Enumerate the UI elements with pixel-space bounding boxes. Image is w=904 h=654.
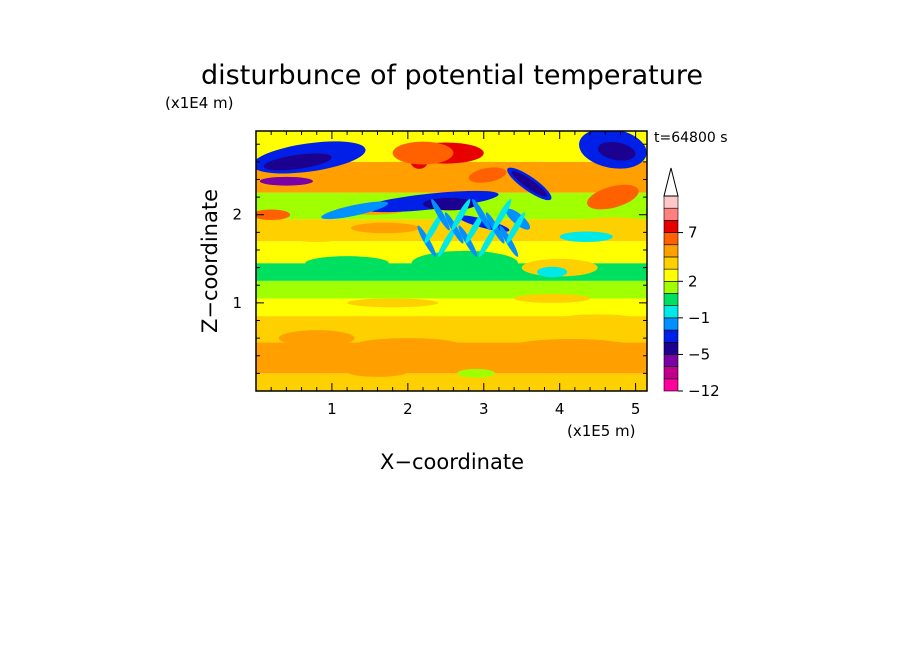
contour-blob <box>263 153 332 171</box>
contour-blob <box>347 366 408 377</box>
colorbar-segment <box>663 281 679 294</box>
colorbar-segment <box>663 256 679 270</box>
colorbar-segment <box>663 244 679 258</box>
contour-blob <box>511 171 547 197</box>
contour-blob <box>574 217 647 230</box>
contour-blob <box>354 338 461 353</box>
y-tick-label: 1 <box>232 294 242 312</box>
contour-blob <box>559 231 613 243</box>
y-axis: 12 <box>232 143 647 374</box>
colorbar-segment <box>663 329 679 343</box>
time-label: t=64800 s <box>654 130 728 146</box>
colorbar-segment <box>663 366 679 380</box>
x-tick-label: 1 <box>327 400 337 418</box>
chart-title: disturbunce of potential temperature <box>201 60 703 91</box>
y-axis-label: Z−coordinate <box>198 189 222 333</box>
x-axis-label: X−coordinate <box>380 450 524 474</box>
contour-blob <box>478 225 498 257</box>
contour-blob <box>431 199 450 231</box>
colorbar-segment <box>663 305 679 319</box>
contour-blob <box>259 176 313 186</box>
contour-blob <box>472 199 491 231</box>
colorbar-tick-label: 2 <box>688 272 698 290</box>
contour-field <box>256 131 647 391</box>
colorbar-segment <box>663 341 679 355</box>
colorbar-segment <box>663 317 679 331</box>
colorbar-segment <box>663 354 679 367</box>
contour-blob <box>506 212 526 244</box>
contour-band <box>256 280 647 299</box>
contour-band <box>256 373 647 391</box>
colorbar-segment <box>663 293 679 306</box>
contour-blob <box>597 141 636 161</box>
contour-blob <box>278 330 355 347</box>
colorbar-segment <box>663 195 679 209</box>
contour-blob <box>510 339 632 355</box>
colorbar: −12−5−127 <box>663 167 720 400</box>
contour-blob <box>290 231 344 243</box>
contour-blob <box>536 266 568 278</box>
contour-blob <box>411 250 518 276</box>
contour-blob <box>465 212 485 244</box>
contour-blob <box>392 141 454 165</box>
colorbar-segment <box>663 220 679 233</box>
colorbar-segment <box>663 232 679 246</box>
colorbar-segment <box>663 378 679 392</box>
contour-blob <box>457 368 496 378</box>
contour-blob <box>321 201 389 220</box>
contour-blob <box>468 167 507 183</box>
colorbar-tick-label: 7 <box>688 224 698 242</box>
contour-blob <box>347 298 439 308</box>
colorbar-extend-arrow <box>663 167 679 197</box>
contour-blob <box>451 199 471 231</box>
contour-blob <box>587 184 639 210</box>
plot-frame <box>255 130 648 392</box>
contour-blob <box>305 256 389 271</box>
x-tick-label: 5 <box>631 400 641 418</box>
colorbar-tick-label: −1 <box>688 309 710 327</box>
x-tick-label: 2 <box>403 400 413 418</box>
colorbar-segment <box>663 207 679 221</box>
contour-blob <box>492 199 512 231</box>
contour-blob <box>453 343 515 369</box>
x-tick-label: 4 <box>555 400 565 418</box>
x-unit-label: (x1E5 m) <box>567 422 636 440</box>
contour-band <box>256 298 647 317</box>
contour-blob <box>350 222 420 234</box>
x-tick-label: 3 <box>479 400 489 418</box>
contour-blob <box>559 314 636 324</box>
contour-blob <box>437 225 457 257</box>
x-axis: 1 2 3 4 5 <box>270 131 641 418</box>
colorbar-segment <box>663 268 679 282</box>
contour-blob <box>256 209 291 221</box>
contour-blob <box>424 212 444 244</box>
contour-blob <box>514 294 591 303</box>
y-unit-label: (x1E4 m) <box>165 94 234 112</box>
y-tick-label: 2 <box>232 206 242 224</box>
colorbar-tick-label: −5 <box>688 345 710 363</box>
colorbar-tick-label: −12 <box>688 382 720 400</box>
